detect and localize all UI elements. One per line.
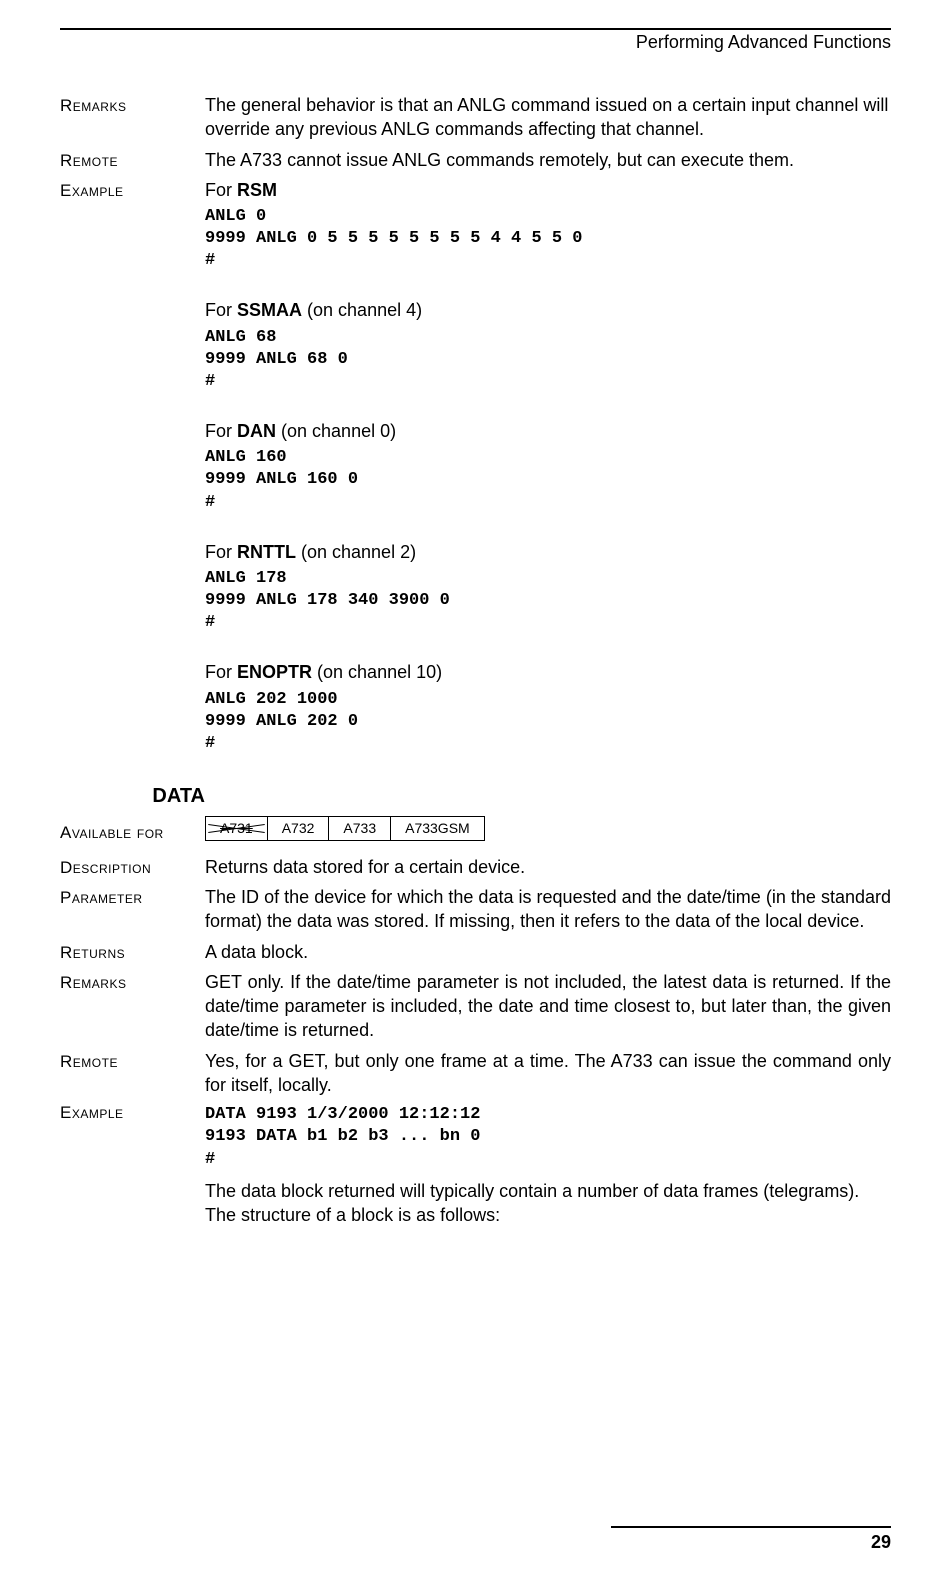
remote-row: Remote The A733 cannot issue ANLG comman… xyxy=(60,148,891,172)
returns-text: A data block. xyxy=(205,940,891,964)
example-content-1: For RSM ANLG 0 9999 ANLG 0 5 5 5 5 5 5 5… xyxy=(205,178,891,765)
data-remote-text: Yes, for a GET, but only one frame at a … xyxy=(205,1049,891,1098)
data-example-row: Example DATA 9193 1/3/2000 12:12:12 9193… xyxy=(60,1103,891,1227)
description-row: Description Returns data stored for a ce… xyxy=(60,855,891,879)
example-intro-bold: ENOPTR xyxy=(237,662,312,682)
example-intro-4: For RNTTL (on channel 2) xyxy=(205,540,891,564)
example-intro-bold: DAN xyxy=(237,421,276,441)
data-section-heading: DATA xyxy=(60,785,205,808)
available-cell-a733: A733 xyxy=(329,816,391,840)
example-intro-prefix: For xyxy=(205,300,237,320)
data-remote-label: Remote xyxy=(60,1052,205,1072)
data-example-code: DATA 9193 1/3/2000 12:12:12 9193 DATA b1… xyxy=(205,1104,891,1170)
description-text: Returns data stored for a certain device… xyxy=(205,855,891,879)
example-intro-1: For RSM xyxy=(205,178,891,202)
remarks-text: The general behavior is that an ANLG com… xyxy=(205,93,891,142)
example-code-3: ANLG 160 9999 ANLG 160 0 # xyxy=(205,447,891,513)
data-example-content: DATA 9193 1/3/2000 12:12:12 9193 DATA b1… xyxy=(205,1104,891,1227)
example-intro-suffix: (on channel 0) xyxy=(276,421,396,441)
returns-row: Returns A data block. xyxy=(60,940,891,964)
returns-label: Returns xyxy=(60,943,205,963)
available-for-content: A731 A732 A733 A733GSM xyxy=(205,818,891,841)
available-cell-a733gsm: A733GSM xyxy=(391,816,485,840)
example-code-2: ANLG 68 9999 ANLG 68 0 # xyxy=(205,327,891,393)
available-row: A731 A732 A733 A733GSM xyxy=(206,816,485,840)
document-page: Performing Advanced Functions Remarks Th… xyxy=(0,0,951,1583)
example-intro-prefix: For xyxy=(205,542,237,562)
remote-label: Remote xyxy=(60,151,205,171)
example-code-1: ANLG 0 9999 ANLG 0 5 5 5 5 5 5 5 5 4 4 5… xyxy=(205,206,891,272)
example-intro-prefix: For xyxy=(205,421,237,441)
data-remarks-row: Remarks GET only. If the date/time param… xyxy=(60,970,891,1043)
header-rule xyxy=(60,28,891,30)
remarks-row: Remarks The general behavior is that an … xyxy=(60,93,891,142)
example-code-5: ANLG 202 1000 9999 ANLG 202 0 # xyxy=(205,689,891,755)
example-code-4: ANLG 178 9999 ANLG 178 340 3900 0 # xyxy=(205,568,891,634)
parameter-text: The ID of the device for which the data … xyxy=(205,885,891,934)
example-row-1: Example For RSM ANLG 0 9999 ANLG 0 5 5 5… xyxy=(60,178,891,765)
available-cell-a731: A731 xyxy=(206,816,268,840)
example-intro-bold: SSMAA xyxy=(237,300,302,320)
example-intro-suffix: (on channel 2) xyxy=(296,542,416,562)
footer-rule xyxy=(611,1526,891,1528)
description-label: Description xyxy=(60,858,205,878)
example-intro-prefix: For xyxy=(205,662,237,682)
example-intro-suffix: (on channel 10) xyxy=(312,662,442,682)
available-for-label: Available for xyxy=(60,823,205,843)
example-label: Example xyxy=(60,181,205,201)
data-remarks-label: Remarks xyxy=(60,973,205,993)
example-intro-bold: RNTTL xyxy=(237,542,296,562)
parameter-label: Parameter xyxy=(60,888,205,908)
example-intro-bold: RSM xyxy=(237,180,277,200)
example-intro-prefix: For xyxy=(205,180,237,200)
data-example-label: Example xyxy=(60,1103,205,1123)
available-cell-a732: A732 xyxy=(267,816,329,840)
data-example-trailing: The data block returned will typically c… xyxy=(205,1179,891,1228)
data-remote-row: Remote Yes, for a GET, but only one fram… xyxy=(60,1049,891,1098)
example-intro-5: For ENOPTR (on channel 10) xyxy=(205,660,891,684)
example-intro-2: For SSMAA (on channel 4) xyxy=(205,298,891,322)
page-number: 29 xyxy=(611,1532,891,1553)
available-table: A731 A732 A733 A733GSM xyxy=(205,816,485,841)
example-intro-suffix: (on channel 4) xyxy=(302,300,422,320)
remarks-label: Remarks xyxy=(60,96,205,116)
footer: 29 xyxy=(611,1526,891,1553)
parameter-row: Parameter The ID of the device for which… xyxy=(60,885,891,934)
data-remarks-text: GET only. If the date/time parameter is … xyxy=(205,970,891,1043)
remote-text: The A733 cannot issue ANLG commands remo… xyxy=(205,148,891,172)
example-intro-3: For DAN (on channel 0) xyxy=(205,419,891,443)
available-for-row: Available for A731 A732 A733 A733GSM xyxy=(60,818,891,843)
header-title: Performing Advanced Functions xyxy=(60,32,891,53)
